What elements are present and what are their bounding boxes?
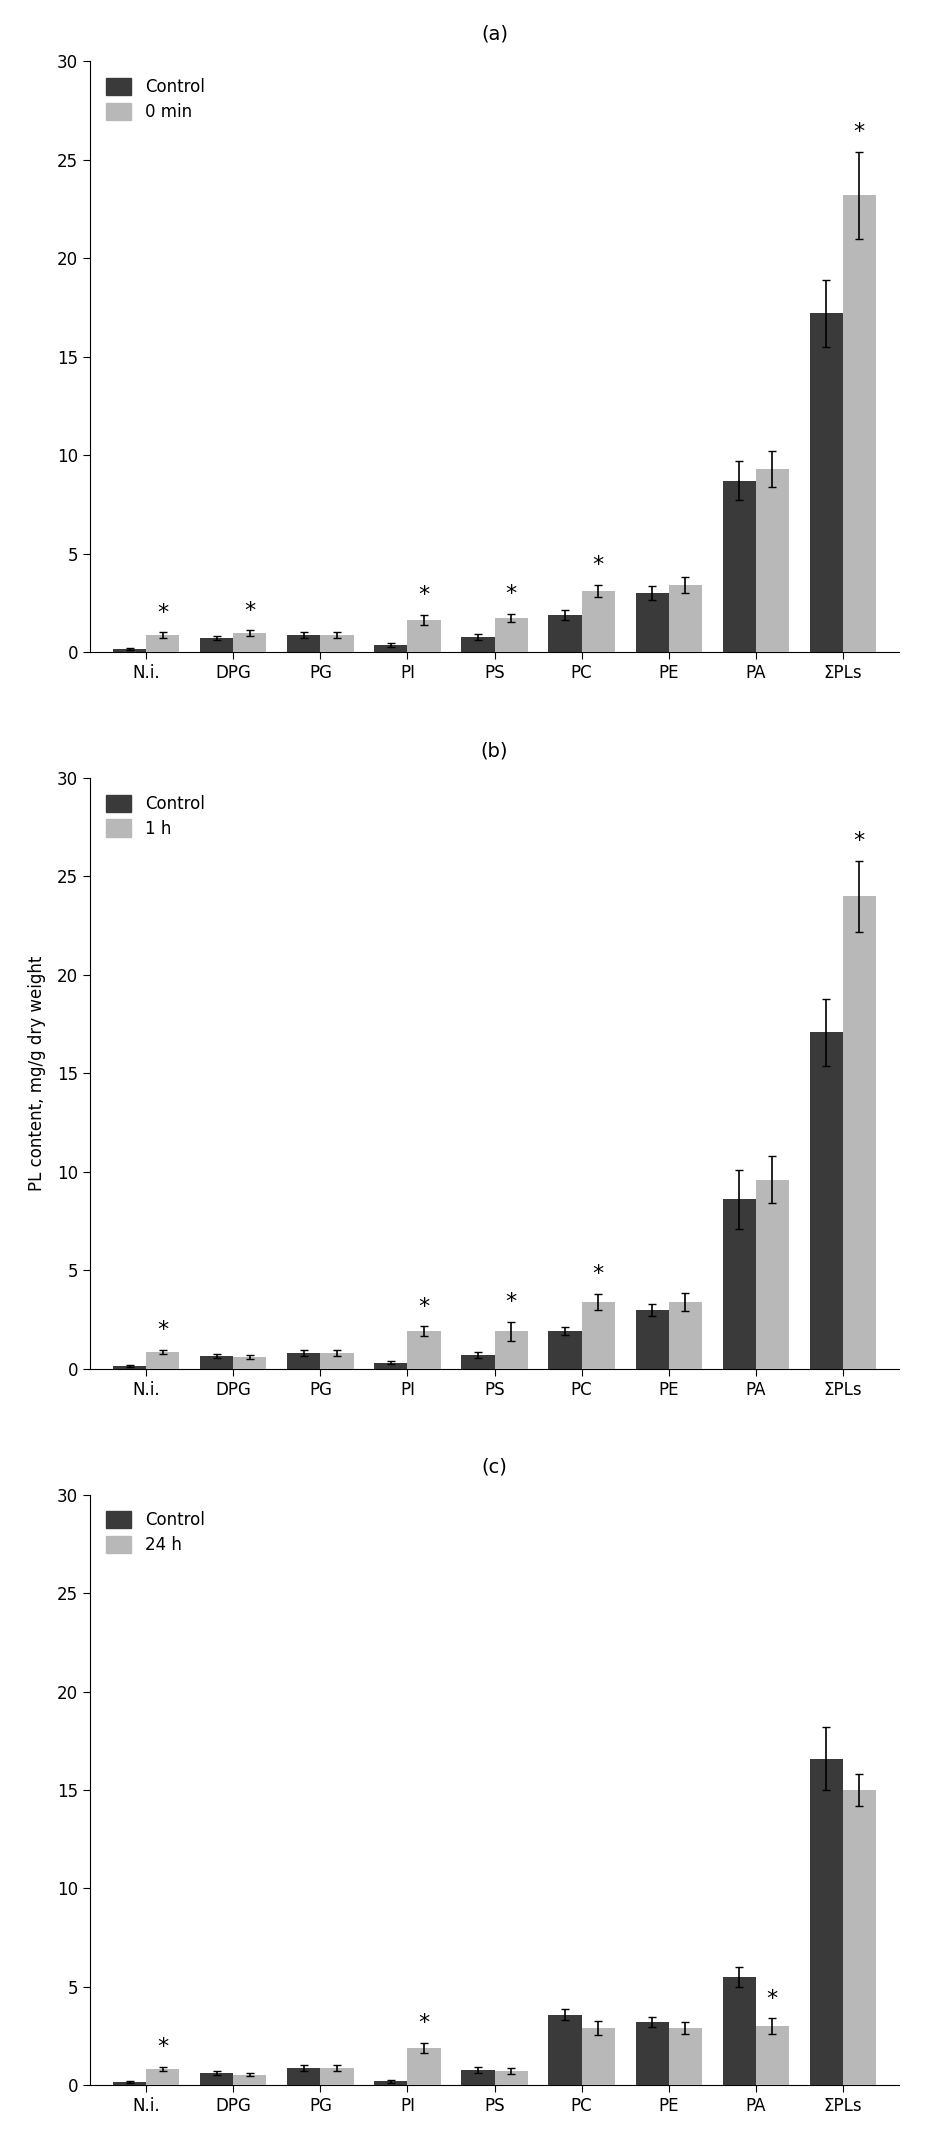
Bar	[234, 634, 266, 651]
Bar	[668, 585, 702, 651]
Text: *: *	[418, 585, 429, 604]
Bar	[809, 313, 843, 651]
Bar	[549, 2014, 581, 2085]
Text: *: *	[418, 2012, 429, 2034]
Text: *: *	[158, 1320, 169, 1339]
Bar	[234, 1357, 266, 1369]
Bar	[234, 2074, 266, 2085]
Bar	[200, 2072, 234, 2085]
Bar	[146, 634, 180, 651]
Bar	[462, 1354, 494, 1369]
Bar	[146, 2068, 180, 2085]
Bar	[668, 1301, 702, 1369]
Bar	[843, 195, 876, 651]
Bar	[636, 2023, 668, 2085]
Text: *: *	[505, 1292, 516, 1312]
Bar	[756, 1179, 789, 1369]
Bar	[581, 1301, 615, 1369]
Bar	[321, 1352, 353, 1369]
Bar	[843, 896, 876, 1369]
Text: *: *	[505, 583, 516, 604]
Bar	[494, 1331, 527, 1369]
Bar	[494, 617, 527, 651]
Bar	[200, 639, 234, 651]
Text: *: *	[158, 602, 169, 624]
Bar	[494, 2070, 527, 2085]
Bar	[843, 1789, 876, 2085]
Bar	[462, 2070, 494, 2085]
Bar	[722, 480, 756, 651]
Bar	[581, 591, 615, 651]
Bar	[408, 619, 440, 651]
Bar	[668, 2027, 702, 2085]
Bar	[287, 1352, 321, 1369]
Text: (a): (a)	[481, 24, 508, 43]
Bar	[809, 1033, 843, 1369]
Bar	[549, 615, 581, 651]
Bar	[809, 1759, 843, 2085]
Bar	[722, 1200, 756, 1369]
Text: (c): (c)	[482, 1457, 507, 1477]
Text: *: *	[245, 600, 256, 621]
Bar	[375, 2081, 408, 2085]
Bar	[287, 2068, 321, 2085]
Bar	[321, 634, 353, 651]
Bar	[408, 1331, 440, 1369]
Text: (b): (b)	[481, 741, 508, 761]
Bar	[756, 469, 789, 651]
Text: *: *	[418, 1297, 429, 1316]
Bar	[113, 649, 146, 651]
Bar	[113, 2083, 146, 2085]
Legend: Control, 0 min: Control, 0 min	[98, 71, 213, 129]
Bar	[287, 634, 321, 651]
Bar	[636, 594, 668, 651]
Text: *: *	[158, 2036, 169, 2057]
Bar	[756, 2027, 789, 2085]
Legend: Control, 24 h: Control, 24 h	[98, 1502, 213, 1562]
Bar	[321, 2068, 353, 2085]
Text: *: *	[854, 831, 865, 851]
Bar	[113, 1365, 146, 1369]
Bar	[146, 1352, 180, 1369]
Bar	[549, 1331, 581, 1369]
Bar	[462, 636, 494, 651]
Text: *: *	[854, 122, 865, 141]
Bar	[408, 2049, 440, 2085]
Bar	[581, 2027, 615, 2085]
Bar	[722, 1978, 756, 2085]
Bar	[636, 1309, 668, 1369]
Text: *: *	[767, 1989, 778, 2008]
Y-axis label: PL content, mg/g dry weight: PL content, mg/g dry weight	[28, 956, 45, 1192]
Legend: Control, 1 h: Control, 1 h	[98, 786, 213, 846]
Text: *: *	[592, 1264, 603, 1284]
Bar	[375, 645, 408, 651]
Bar	[375, 1363, 408, 1369]
Text: *: *	[592, 555, 603, 574]
Bar	[200, 1357, 234, 1369]
